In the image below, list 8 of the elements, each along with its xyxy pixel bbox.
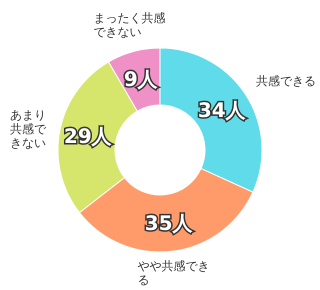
data-label: 34人 <box>198 98 247 122</box>
slice-label: まったく共感できない <box>94 11 166 40</box>
data-label: 9人 <box>124 67 159 92</box>
data-label: 29人 <box>64 124 113 148</box>
slice-label: やや共感できる <box>138 259 210 287</box>
data-label: 35人 <box>144 210 194 235</box>
slice-label: あまり共感できない <box>10 108 48 150</box>
slice-label: 共感できる <box>256 74 316 88</box>
